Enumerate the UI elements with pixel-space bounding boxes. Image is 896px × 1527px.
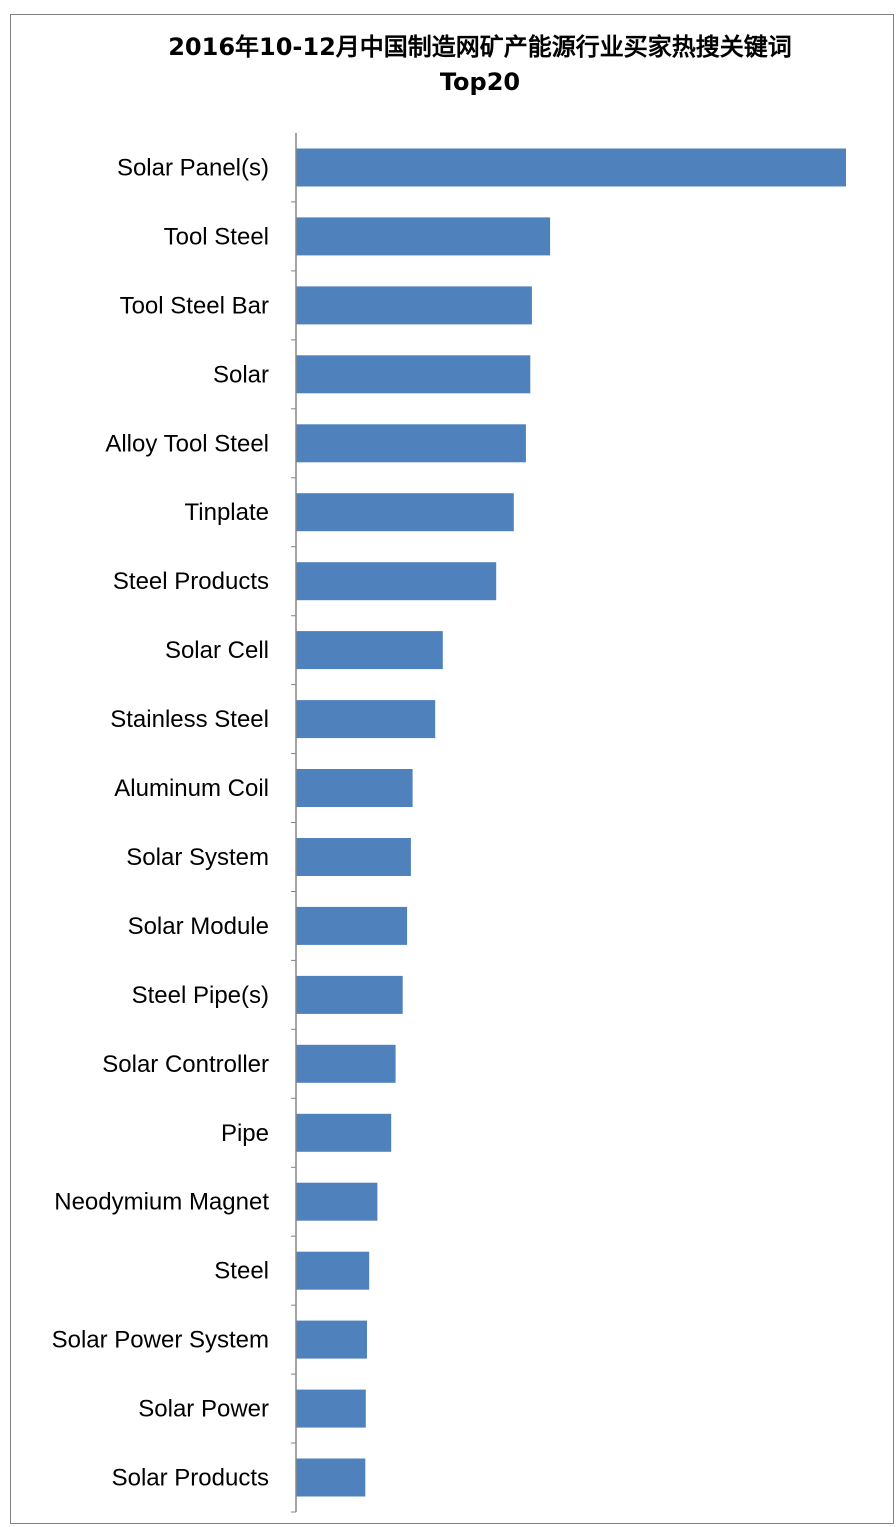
category-label-15: Pipe	[221, 1120, 269, 1147]
category-label-18: Solar Power System	[52, 1327, 269, 1354]
bar-9	[296, 700, 436, 739]
bar-2	[296, 217, 551, 256]
category-label-4: Solar	[213, 361, 269, 388]
category-label-8: Solar Cell	[165, 637, 269, 664]
bar-1	[296, 148, 846, 187]
bar-7	[296, 562, 497, 601]
category-label-2: Tool Steel	[164, 223, 269, 250]
bar-12	[296, 906, 408, 945]
bar-14	[296, 1044, 396, 1083]
category-label-16: Neodymium Magnet	[54, 1189, 269, 1216]
category-label-11: Solar System	[126, 844, 269, 871]
category-label-7: Steel Products	[113, 568, 269, 595]
chart-frame	[10, 14, 894, 1524]
bar-17	[296, 1251, 370, 1290]
chart-title: 2016年10-12月中国制造网矿产能源行业买家热搜关键词	[168, 33, 792, 61]
category-label-13: Steel Pipe(s)	[132, 982, 269, 1009]
bar-10	[296, 769, 413, 807]
bar-4	[296, 355, 531, 394]
category-label-1: Solar Panel(s)	[117, 155, 269, 182]
category-label-12: Solar Module	[128, 913, 269, 940]
bar-18	[296, 1320, 367, 1359]
bar-6	[296, 493, 514, 532]
bar-8	[296, 631, 443, 670]
category-label-9: Stainless Steel	[110, 706, 269, 733]
chart-subtitle: Top20	[439, 68, 521, 96]
bar-5	[296, 424, 526, 463]
category-label-17: Steel	[214, 1258, 269, 1285]
category-label-19: Solar Power	[138, 1396, 269, 1423]
bar-16	[296, 1182, 378, 1221]
category-label-20: Solar Products	[112, 1465, 269, 1492]
bar-19	[296, 1389, 366, 1428]
chart-title-block: 2016年10-12月中国制造网矿产能源行业买家热搜关键词 Top20	[0, 30, 896, 100]
bar-15	[296, 1113, 392, 1152]
category-label-5: Alloy Tool Steel	[105, 430, 269, 457]
category-label-3: Tool Steel Bar	[120, 292, 269, 319]
bar-20	[296, 1458, 366, 1497]
category-label-6: Tinplate	[185, 499, 270, 526]
category-label-14: Solar Controller	[102, 1051, 269, 1078]
bar-13	[296, 975, 403, 1014]
category-label-10: Aluminum Coil	[114, 775, 269, 802]
bar-11	[296, 838, 411, 876]
bar-3	[296, 286, 532, 325]
